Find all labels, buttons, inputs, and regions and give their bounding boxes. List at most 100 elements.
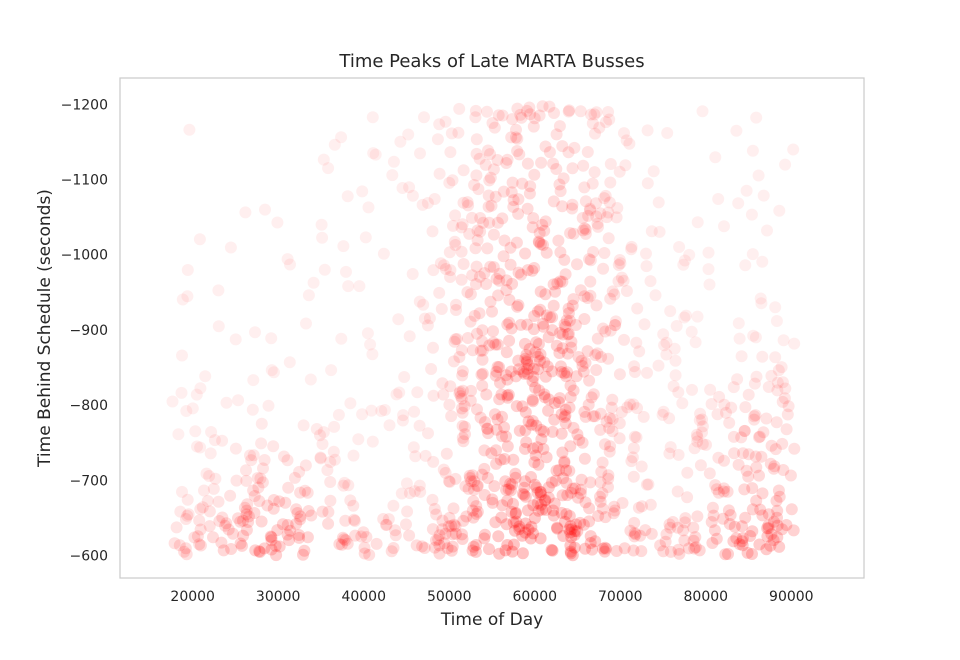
data-point (645, 527, 658, 540)
data-point (586, 543, 599, 556)
data-point (532, 458, 545, 471)
data-point (617, 274, 630, 287)
data-point (457, 514, 470, 527)
data-point (511, 132, 524, 145)
data-point (301, 531, 314, 544)
data-point (578, 452, 591, 465)
data-point (691, 431, 704, 444)
data-point (707, 509, 720, 522)
data-point (237, 514, 249, 527)
data-point (586, 117, 599, 130)
data-point (175, 386, 188, 399)
data-point (761, 522, 774, 535)
data-point (463, 227, 476, 240)
data-point (466, 269, 479, 282)
data-point (506, 277, 519, 290)
data-point (561, 328, 574, 341)
data-point (454, 385, 467, 398)
data-point (445, 127, 458, 140)
data-point (194, 523, 207, 536)
data-point (471, 234, 484, 247)
data-point (492, 109, 505, 122)
data-point (356, 185, 369, 198)
x-tick-label: 50000 (427, 589, 472, 605)
data-point (298, 544, 311, 557)
data-point (505, 365, 518, 378)
data-point (690, 428, 703, 441)
data-point (201, 495, 214, 507)
data-point (563, 314, 576, 327)
data-point (583, 202, 596, 215)
data-point (514, 108, 527, 121)
data-point (672, 386, 685, 399)
data-point (762, 381, 775, 393)
data-point (633, 345, 646, 358)
data-point (459, 428, 471, 441)
data-point (522, 523, 535, 536)
data-point (338, 476, 351, 489)
data-point (612, 275, 625, 288)
data-point (539, 140, 552, 153)
data-point (577, 518, 590, 531)
data-point (578, 222, 591, 235)
data-point (480, 388, 493, 401)
data-point (249, 326, 261, 339)
data-point (470, 507, 483, 520)
data-point (255, 515, 268, 528)
data-point (180, 405, 193, 417)
data-point (755, 450, 768, 463)
data-point (278, 450, 290, 463)
data-point (658, 339, 671, 352)
data-point (234, 537, 247, 550)
data-point (288, 471, 301, 484)
data-point (574, 284, 587, 297)
data-point (237, 529, 250, 542)
data-point (671, 521, 684, 534)
data-point (578, 313, 591, 325)
data-point (553, 178, 566, 191)
data-point (781, 408, 794, 421)
data-point (506, 478, 519, 491)
data-point (618, 542, 631, 555)
data-point (462, 199, 475, 212)
data-point (301, 486, 314, 499)
data-point (587, 410, 600, 423)
data-point (258, 454, 271, 466)
data-point (627, 544, 640, 557)
data-point (602, 481, 614, 493)
data-point (421, 197, 434, 209)
data-point (576, 436, 589, 449)
data-point (618, 333, 630, 346)
data-point (507, 538, 520, 551)
data-point (481, 472, 494, 484)
data-point (556, 200, 569, 213)
data-point (490, 444, 502, 457)
data-point (533, 109, 546, 122)
data-point (483, 216, 496, 229)
data-point (247, 484, 260, 497)
data-point (433, 529, 446, 542)
data-point (560, 370, 573, 383)
data-point (327, 445, 340, 458)
data-point (193, 538, 206, 551)
data-point (181, 509, 194, 522)
data-point (609, 315, 622, 328)
data-point (519, 475, 531, 488)
data-point (733, 538, 746, 551)
data-point (248, 507, 261, 519)
data-point (466, 544, 479, 557)
data-point (471, 479, 484, 492)
data-point (788, 442, 801, 455)
data-point (621, 401, 634, 414)
data-point (265, 543, 278, 556)
data-point (576, 360, 589, 372)
data-point (180, 548, 193, 561)
x-tick-label: 80000 (684, 589, 729, 605)
data-point (597, 322, 609, 335)
data-point (693, 414, 706, 427)
data-point (543, 100, 556, 113)
data-point (566, 202, 579, 215)
data-point (458, 400, 471, 413)
data-point (548, 107, 560, 119)
data-point (188, 531, 201, 544)
